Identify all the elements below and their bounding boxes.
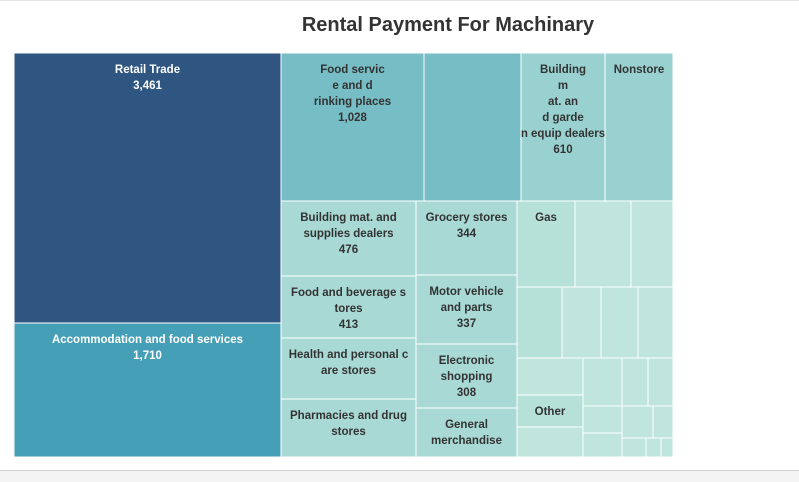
treemap-tile-unlabeled [660,437,674,458]
treemap-tile-unlabeled [637,286,674,359]
treemap-label: Motor vehicle and parts 337 [429,286,503,330]
treemap-tile [516,200,576,288]
treemap-tile-unlabeled [574,200,632,288]
treemap-label: Health and personal c are stores [289,349,409,377]
bottom-scrollbar[interactable] [0,470,799,482]
treemap-tile-unlabeled [516,426,584,458]
treemap-tile-unlabeled [561,286,602,359]
treemap-tile-unlabeled [516,357,584,396]
treemap-tile [516,394,584,428]
treemap-tile-unlabeled [516,286,563,359]
treemap-tile-unlabeled [647,357,674,407]
treemap-label: Gas [535,212,557,224]
treemap-tile-unlabeled [621,357,649,407]
treemap-tile-unlabeled [582,405,623,434]
treemap-tile [604,52,674,202]
treemap-label: Accommodation and food services 1,710 [52,334,243,362]
treemap-tile-unlabeled [621,437,647,458]
chart-title: Rental Payment For Machinary [301,14,595,36]
treemap-tile [415,274,518,345]
treemap-label: Food and beverage s tores 413 [291,287,406,331]
treemap-tile [280,52,425,202]
treemap-label: Food servic e and d rinking places 1,028 [314,64,391,124]
treemap-tile-unlabeled [645,437,662,458]
treemap-tile [415,407,518,458]
treemap-tile-unlabeled [423,52,522,202]
treemap-tile-unlabeled [652,405,674,439]
treemap-tile [415,343,518,409]
treemap-tile [280,398,417,458]
treemap-tile [13,322,282,458]
treemap-label: Grocery stores 344 [426,212,508,240]
treemap-tile [280,275,417,339]
treemap-label: Pharmacies and drug stores [290,410,407,438]
treemap-label: Building m at. an d garde n equip dealers 610 [521,64,605,156]
treemap-label: Building mat. and supplies dealers 476 [300,212,396,256]
treemap-tile-unlabeled [600,286,639,359]
treemap-label: Electronic shopping 308 [439,355,495,399]
treemap-tile-unlabeled [582,432,623,458]
treemap-label: Nonstore [614,64,664,76]
treemap-tile-unlabeled [630,200,674,288]
top-rule [0,0,799,1]
treemap-label: Retail Trade 3,461 [115,64,180,92]
treemap-tile [13,52,282,324]
treemap-tile-unlabeled [582,357,623,407]
treemap-label: General merchandise [431,419,502,447]
treemap-tile [520,52,606,202]
treemap-tile [415,200,518,276]
treemap-tile-unlabeled [621,405,654,439]
treemap-label: Other [535,406,566,418]
